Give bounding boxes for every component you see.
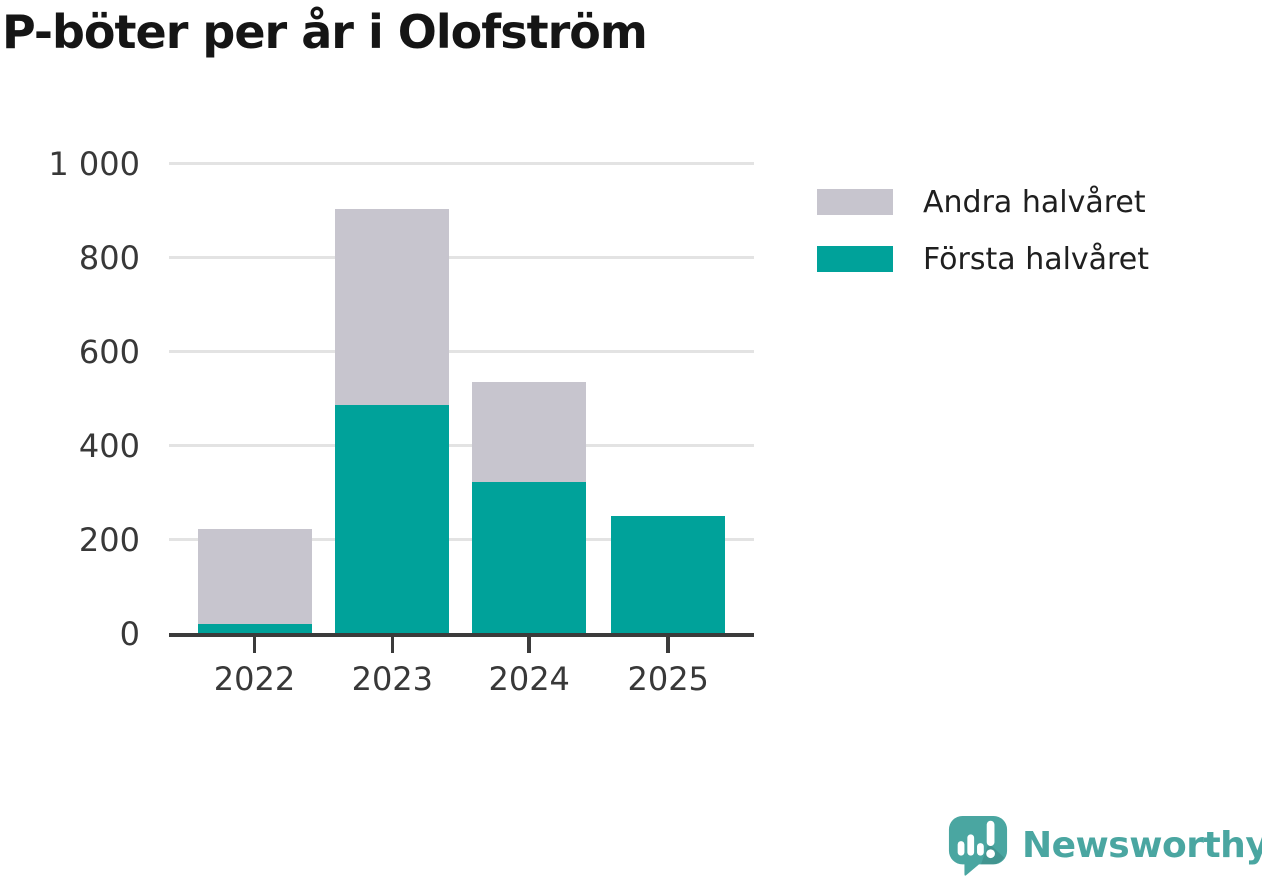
legend-swatch-andra-halvaret: [817, 189, 893, 215]
x-tick-label-2024: 2024: [488, 660, 570, 698]
legend-item-forsta-halvaret: Första halvåret: [817, 242, 1149, 277]
x-tick-2024: [527, 636, 531, 653]
legend-item-andra-halvaret: Andra halvåret: [817, 185, 1149, 220]
x-axis-line: [169, 633, 754, 637]
x-tick-2023: [390, 636, 395, 653]
y-tick-label-1000: 1 000: [48, 144, 140, 183]
x-tick-2025: [666, 636, 670, 653]
x-tick-label-2022: 2022: [213, 660, 296, 698]
y-tick-label-600: 600: [78, 332, 140, 371]
y-tick-label-200: 200: [78, 520, 140, 559]
legend-label-forsta-halvaret: Första halvåret: [923, 241, 1149, 277]
bar-2022-andra-halvaret: [197, 528, 312, 625]
bar-2024-andra-halvaret: [472, 382, 587, 483]
bar-2023-forsta-halvaret: [335, 405, 450, 634]
bar-2024-forsta-halvaret: [472, 482, 587, 634]
y-tick-label-0: 0: [119, 614, 140, 653]
newsworthy-wordmark: Newsworthy: [1022, 824, 1262, 866]
newsworthy-icon: [948, 815, 1008, 876]
gridline-1000: [169, 162, 754, 165]
bar-2023-andra-halvaret: [335, 209, 450, 406]
bar-2025-forsta-halvaret: [611, 516, 726, 634]
chart-title: P-böter per år i Olofström: [2, 5, 648, 59]
legend-swatch-forsta-halvaret: [817, 246, 893, 272]
legend-label-andra-halvaret: Andra halvåret: [923, 184, 1146, 220]
newsworthy-logo: Newsworthy: [947, 814, 1262, 876]
gridline-400: [169, 444, 754, 447]
x-tick-label-2023: 2023: [351, 660, 434, 698]
gridline-600: [169, 350, 754, 353]
legend: Andra halvåret Första halvåret: [817, 185, 1149, 303]
y-tick-label-400: 400: [78, 426, 140, 465]
x-tick-2022: [252, 636, 257, 653]
gridline-800: [169, 256, 754, 259]
gridline-200: [169, 538, 754, 541]
y-tick-label-800: 800: [78, 238, 140, 277]
bar-2022-forsta-halvaret: [197, 624, 312, 634]
x-tick-label-2025: 2025: [627, 660, 709, 698]
